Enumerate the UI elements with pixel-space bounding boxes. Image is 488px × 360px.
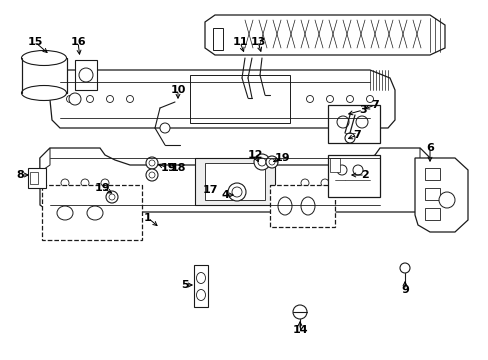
Circle shape — [231, 187, 242, 197]
Text: 17: 17 — [202, 185, 217, 195]
Bar — [329, 158, 339, 172]
Text: 8: 8 — [16, 170, 24, 180]
Text: 19: 19 — [95, 183, 111, 193]
Circle shape — [160, 123, 170, 133]
Circle shape — [146, 157, 158, 169]
Text: 16: 16 — [70, 37, 85, 47]
Polygon shape — [50, 70, 394, 128]
Bar — [28, 168, 46, 188]
Circle shape — [340, 179, 348, 187]
Ellipse shape — [278, 197, 291, 215]
Polygon shape — [40, 148, 50, 172]
Text: 3: 3 — [359, 105, 366, 115]
Circle shape — [253, 154, 269, 170]
Text: 2: 2 — [360, 170, 368, 180]
Circle shape — [346, 95, 353, 103]
Text: 15: 15 — [27, 37, 42, 47]
Circle shape — [66, 95, 73, 103]
Bar — [213, 28, 223, 50]
Polygon shape — [414, 158, 467, 232]
Polygon shape — [419, 148, 429, 172]
Bar — [424, 208, 439, 220]
Circle shape — [258, 158, 265, 166]
Text: 4: 4 — [221, 190, 228, 200]
Bar — [424, 188, 439, 200]
Text: 5: 5 — [181, 280, 188, 290]
Circle shape — [301, 179, 308, 187]
Bar — [75, 60, 97, 90]
Text: 7: 7 — [352, 130, 360, 140]
Polygon shape — [40, 148, 429, 212]
Text: 7: 7 — [370, 100, 378, 110]
Circle shape — [352, 165, 362, 175]
Ellipse shape — [196, 273, 205, 284]
Text: 1: 1 — [144, 213, 152, 223]
Text: 10: 10 — [170, 85, 185, 95]
Circle shape — [149, 160, 155, 166]
Circle shape — [146, 169, 158, 181]
Ellipse shape — [196, 289, 205, 301]
Circle shape — [399, 263, 409, 273]
Ellipse shape — [57, 206, 73, 220]
Circle shape — [326, 95, 333, 103]
Ellipse shape — [87, 206, 103, 220]
Bar — [424, 168, 439, 180]
Bar — [190, 75, 289, 123]
Bar — [30, 172, 38, 184]
Bar — [42, 185, 142, 240]
Circle shape — [360, 179, 368, 187]
Circle shape — [306, 95, 313, 103]
Circle shape — [438, 192, 454, 208]
Bar — [327, 105, 379, 143]
Text: 14: 14 — [292, 325, 307, 335]
Circle shape — [320, 179, 328, 187]
Bar — [22, 58, 67, 93]
Circle shape — [106, 95, 113, 103]
Circle shape — [355, 116, 367, 128]
Circle shape — [106, 191, 118, 203]
Text: 6: 6 — [425, 143, 433, 153]
Bar — [204, 163, 264, 200]
Circle shape — [336, 165, 346, 175]
Circle shape — [227, 183, 245, 201]
Circle shape — [61, 179, 69, 187]
Bar — [195, 158, 274, 205]
Text: 9: 9 — [400, 285, 408, 295]
Circle shape — [268, 159, 274, 165]
Ellipse shape — [21, 50, 66, 66]
Polygon shape — [204, 15, 444, 55]
Circle shape — [292, 305, 306, 319]
Circle shape — [81, 179, 89, 187]
Circle shape — [101, 179, 109, 187]
Circle shape — [79, 68, 93, 82]
Circle shape — [366, 95, 373, 103]
Text: 18: 18 — [170, 163, 185, 173]
Text: 12: 12 — [247, 150, 262, 160]
Circle shape — [126, 95, 133, 103]
Ellipse shape — [301, 197, 314, 215]
Text: 13: 13 — [250, 37, 265, 47]
Bar — [194, 265, 207, 307]
Circle shape — [345, 133, 354, 143]
Circle shape — [69, 93, 81, 105]
Circle shape — [265, 156, 278, 168]
Circle shape — [149, 172, 155, 178]
Circle shape — [86, 95, 93, 103]
Circle shape — [336, 116, 348, 128]
Circle shape — [109, 194, 115, 200]
Text: 11: 11 — [232, 37, 247, 47]
Text: 19: 19 — [274, 153, 289, 163]
Text: 19: 19 — [160, 163, 176, 173]
Bar — [269, 185, 334, 227]
Bar — [327, 155, 379, 197]
Ellipse shape — [21, 85, 66, 100]
